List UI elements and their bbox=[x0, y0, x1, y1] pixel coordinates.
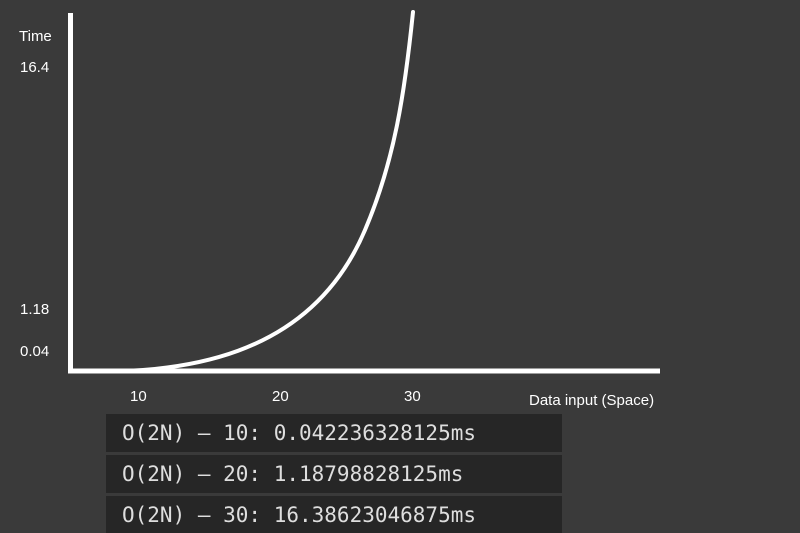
x-tick-label: 20 bbox=[272, 388, 289, 405]
console-line: O(2N) — 20: 1.18798828125ms bbox=[106, 455, 562, 493]
console-output: O(2N) — 10: 0.042236328125ms O(2N) — 20:… bbox=[106, 408, 562, 533]
y-axis-label: Time bbox=[19, 28, 52, 45]
series-line bbox=[68, 10, 415, 374]
x-tick-label: 10 bbox=[130, 388, 147, 405]
x-axis-label: Data input (Space) bbox=[529, 392, 654, 409]
console-line: O(2N) — 30: 16.38623046875ms bbox=[106, 496, 562, 533]
console-line: O(2N) — 10: 0.042236328125ms bbox=[106, 414, 562, 452]
x-tick-label: 30 bbox=[404, 388, 421, 405]
y-tick-label: 1.18 bbox=[20, 301, 49, 318]
axes bbox=[68, 13, 660, 374]
y-tick-label: 0.04 bbox=[20, 343, 49, 360]
y-tick-label: 16.4 bbox=[20, 59, 49, 76]
